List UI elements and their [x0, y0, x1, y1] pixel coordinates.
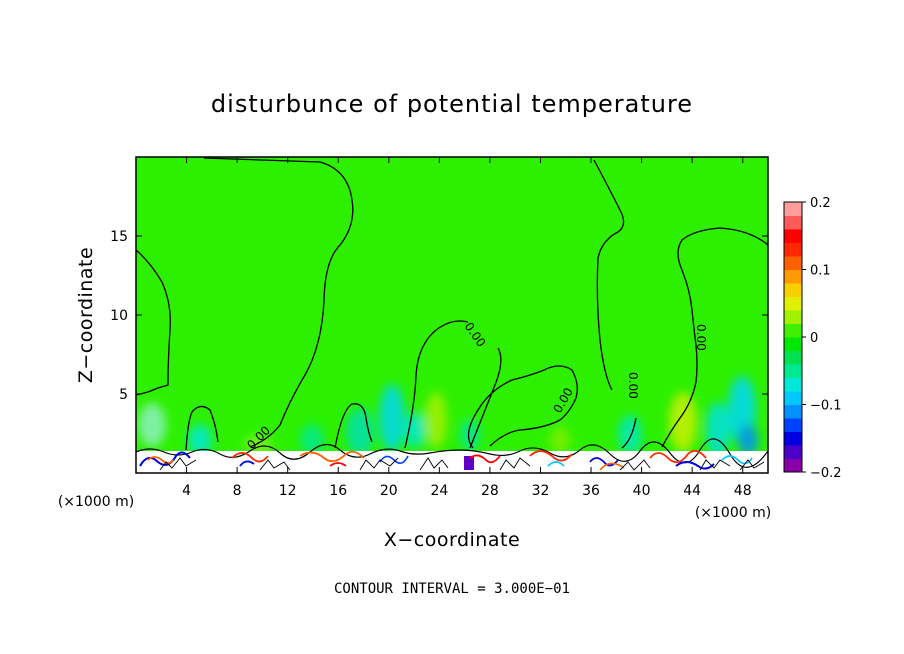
contour-line [334, 403, 373, 449]
x-tick-label: 8 [233, 483, 242, 499]
plot-area: 0.00 0.00 0.00 0.00 0.00 [136, 157, 768, 473]
colorbar-swatch [784, 229, 802, 243]
colorbar-swatch [784, 350, 802, 365]
x-axis-label: X−coordinate [384, 529, 520, 551]
contour-line [136, 249, 171, 396]
colorbar-swatch [784, 377, 802, 392]
x-axis-ticks: 4 8 12 16 20 24 28 32 36 40 44 48 [182, 157, 752, 499]
y-axis-ticks: 5 10 15 [110, 229, 768, 403]
x-tick-label: 20 [380, 483, 398, 499]
surface-turbulent-layer [136, 438, 768, 473]
y-tick-label: 15 [110, 229, 128, 245]
chart-title: disturbunce of potential temperature [211, 90, 693, 118]
x-tick-label: 40 [633, 483, 651, 499]
contour-line [469, 347, 502, 449]
colorbar-swatch [784, 391, 802, 405]
colorbar-swatch [784, 310, 802, 324]
x-axis-unit: (×1000 m) [695, 505, 771, 521]
colorbar-tick-label: 0 [810, 331, 818, 346]
colorbar-swatch [784, 418, 802, 432]
x-tick-label: 48 [734, 483, 752, 499]
colorbar [784, 202, 802, 473]
colorbar-swatch [784, 269, 802, 284]
y-tick-label: 5 [119, 387, 128, 403]
contour-line [185, 405, 219, 451]
surface-anomaly-patches [138, 376, 758, 458]
colorbar-swatch [784, 242, 802, 257]
y-axis-unit: (×1000 m) [58, 494, 134, 510]
contour-line [593, 159, 625, 391]
colorbar-tick-label: 0.2 [810, 196, 831, 211]
colorbar-tick-label: −0.1 [810, 399, 842, 414]
contour-interval-note: CONTOUR INTERVAL = 3.000E−01 [334, 581, 570, 597]
x-tick-label: 28 [481, 483, 499, 499]
x-tick-label: 32 [532, 483, 550, 499]
contour-line [621, 417, 637, 449]
x-tick-label: 44 [683, 483, 701, 499]
colorbar-swatch [784, 431, 802, 446]
x-tick-label: 36 [582, 483, 600, 499]
y-tick-label: 10 [110, 308, 128, 324]
contour-line [203, 157, 354, 448]
contour-line [467, 365, 578, 449]
x-tick-label: 16 [329, 483, 347, 499]
colorbar-swatch [784, 256, 802, 270]
colorbar-tick-label: 0.1 [810, 264, 831, 279]
colorbar-swatch [784, 202, 802, 216]
colorbar-swatch [784, 283, 802, 297]
zero-contours [136, 157, 768, 451]
colorbar-swatch [784, 445, 802, 459]
y-axis-label: Z−coordinate [75, 247, 97, 383]
x-tick-label: 12 [279, 483, 297, 499]
contour-line [404, 320, 469, 449]
x-tick-label: 24 [430, 483, 448, 499]
colorbar-swatch [784, 458, 802, 473]
x-tick-label: 4 [182, 483, 191, 499]
colorbar-swatch [784, 364, 802, 378]
contour-label: 0.00 [626, 372, 640, 399]
plot-background [136, 157, 768, 473]
colorbar-ticks: 0.2 0.1 0 −0.1 −0.2 [802, 196, 842, 481]
colorbar-swatch [784, 404, 802, 419]
colorbar-swatch [784, 215, 802, 230]
contour-label: 0.00 [694, 324, 708, 351]
contour-line [661, 227, 768, 448]
colorbar-swatch [784, 296, 802, 311]
colorbar-tick-label: −0.2 [810, 466, 842, 481]
colorbar-swatch [784, 323, 802, 338]
colorbar-swatch [784, 337, 802, 351]
